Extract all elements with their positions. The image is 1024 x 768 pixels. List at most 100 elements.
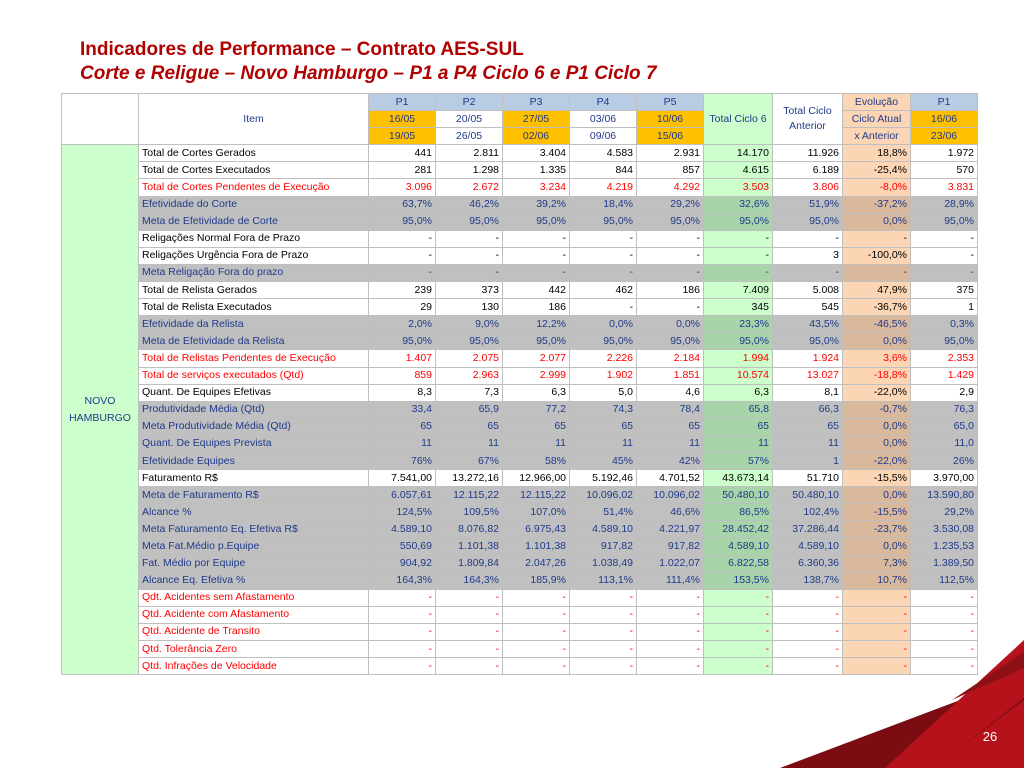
period-start: 10/06 bbox=[636, 110, 704, 129]
value-cell: -100,0% bbox=[842, 246, 911, 265]
row-label: Alcance Eq. Efetiva % bbox=[138, 571, 369, 590]
value-cell: 32,6% bbox=[703, 195, 773, 214]
value-cell: 23,3% bbox=[703, 315, 773, 334]
table-row: Alcance % 124,5% 109,5% 107,0% 51,4% 46,6% 86,… bbox=[62, 503, 978, 522]
value-cell: 6.057,61 bbox=[368, 486, 436, 505]
value-cell: 186 bbox=[636, 281, 704, 300]
value-cell: 0,3% bbox=[910, 315, 978, 334]
value-cell: 51.710 bbox=[772, 469, 843, 488]
value-cell: 86,5% bbox=[703, 503, 773, 522]
value-cell: - bbox=[368, 229, 436, 248]
row-label: Faturamento R$ bbox=[138, 469, 369, 488]
corner-cell bbox=[61, 92, 139, 146]
total-anterior-line: Total Ciclo bbox=[783, 105, 832, 118]
value-cell: 95,0% bbox=[502, 332, 570, 351]
table-row: Meta de Faturamento R$ 6.057,61 12.115,22 1… bbox=[62, 486, 978, 505]
value-cell: - bbox=[910, 605, 978, 624]
value-cell: 10.096,02 bbox=[636, 486, 704, 505]
value-cell: 2,0% bbox=[368, 315, 436, 334]
value-cell: 46,2% bbox=[435, 195, 503, 214]
value-cell: - bbox=[772, 605, 843, 624]
value-cell: 5,0 bbox=[569, 383, 637, 402]
value-cell: 65 bbox=[772, 417, 843, 436]
value-cell: -36,7% bbox=[842, 298, 911, 317]
item-header: Item bbox=[138, 92, 369, 146]
value-cell: 1.972 bbox=[910, 144, 978, 163]
value-cell: 0,0% bbox=[569, 315, 637, 334]
row-label: Quant. De Equipes Efetivas bbox=[138, 383, 369, 402]
value-cell: 95,0% bbox=[772, 332, 843, 351]
value-cell: - bbox=[368, 657, 436, 676]
value-cell: - bbox=[636, 246, 704, 265]
value-cell: 1.407 bbox=[368, 349, 436, 368]
value-cell: 281 bbox=[368, 161, 436, 180]
value-cell: 345 bbox=[703, 298, 773, 317]
value-cell: - bbox=[502, 605, 570, 624]
value-cell: 1.101,38 bbox=[502, 537, 570, 556]
value-cell: 65 bbox=[703, 417, 773, 436]
value-cell: 0,0% bbox=[842, 332, 911, 351]
value-cell: 4.589,10 bbox=[703, 537, 773, 556]
value-cell: 3.404 bbox=[502, 144, 570, 163]
value-cell: 1.335 bbox=[502, 161, 570, 180]
table-row: Efetividade do Corte 63,7% 46,2% 39,2% 18,4%… bbox=[62, 195, 978, 214]
table-row: Faturamento R$ 7.541,00 13.272,16 12.966,00… bbox=[62, 469, 978, 488]
value-cell: 7.541,00 bbox=[368, 469, 436, 488]
value-cell: 0,0% bbox=[842, 212, 911, 231]
table-row: Efetividade da Relista 2,0% 9,0% 12,2% 0,0% 0… bbox=[62, 315, 978, 334]
table-row: Total de Relistas Pendentes de Execução 1… bbox=[62, 349, 978, 368]
value-cell: 11.926 bbox=[772, 144, 843, 163]
value-cell: - bbox=[368, 622, 436, 642]
value-cell: 130 bbox=[435, 298, 503, 317]
value-cell: - bbox=[569, 639, 637, 659]
row-label: Total de Relistas Pendentes de Execução bbox=[138, 349, 369, 368]
row-label: Fat. Médio por Equipe bbox=[138, 554, 369, 573]
evolucao-line: Ciclo Atual bbox=[842, 110, 911, 129]
period-end: 09/06 bbox=[569, 127, 637, 146]
value-cell: 239 bbox=[368, 281, 436, 300]
value-cell: - bbox=[703, 588, 773, 607]
value-cell: 375 bbox=[910, 281, 978, 300]
value-cell: - bbox=[842, 263, 911, 283]
row-label: Meta de Faturamento R$ bbox=[138, 486, 369, 505]
value-cell: 113,1% bbox=[569, 571, 637, 590]
value-cell: -37,2% bbox=[842, 195, 911, 214]
row-label: Religações Normal Fora de Prazo bbox=[138, 229, 369, 248]
row-label: Religações Urgência Fora de Prazo bbox=[138, 246, 369, 265]
value-cell: 10.574 bbox=[703, 366, 773, 385]
value-cell: - bbox=[502, 639, 570, 659]
value-cell: 12.115,22 bbox=[502, 486, 570, 505]
value-cell: 1.809,84 bbox=[435, 554, 503, 573]
value-cell: - bbox=[368, 639, 436, 659]
value-cell: - bbox=[842, 622, 911, 642]
value-cell: -46,5% bbox=[842, 315, 911, 334]
value-cell: 3.530,08 bbox=[910, 520, 978, 539]
table-row: Total de serviços executados (Qtd) 859 2.9… bbox=[62, 366, 978, 385]
value-cell: 9,0% bbox=[435, 315, 503, 334]
table-row: Alcance Eq. Efetiva % 164,3% 164,3% 185,9% 1… bbox=[62, 571, 978, 590]
value-cell: 3.831 bbox=[910, 178, 978, 197]
value-cell: - bbox=[910, 246, 978, 265]
value-cell: 12,2% bbox=[502, 315, 570, 334]
value-cell: 95,0% bbox=[435, 332, 503, 351]
value-cell: -23,7% bbox=[842, 520, 911, 539]
value-cell: 13.590,80 bbox=[910, 486, 978, 505]
table-row: NOVO HAMBURGO Total de Cortes Gerados 441 2.… bbox=[61, 144, 978, 676]
value-cell: 6,3 bbox=[703, 383, 773, 402]
value-cell: 67% bbox=[435, 451, 503, 471]
region-cell: NOVO HAMBURGO bbox=[61, 144, 139, 676]
value-cell: 77,2 bbox=[502, 400, 570, 419]
value-cell: 3,6% bbox=[842, 349, 911, 368]
value-cell: 545 bbox=[772, 298, 843, 317]
header-row-3: 19/05 26/05 02/06 09/06 15/06 x Anterior… bbox=[62, 127, 978, 146]
value-cell: 57% bbox=[703, 451, 773, 471]
value-cell: - bbox=[435, 622, 503, 642]
value-cell: 7.409 bbox=[703, 281, 773, 300]
value-cell: 138,7% bbox=[772, 571, 843, 590]
value-cell: 4.701,52 bbox=[636, 469, 704, 488]
value-cell: - bbox=[636, 263, 704, 283]
table-row: Qtd. Infrações de Velocidade - - - - - - - - - bbox=[62, 657, 978, 676]
value-cell: 917,82 bbox=[569, 537, 637, 556]
value-cell: 95,0% bbox=[368, 212, 436, 231]
